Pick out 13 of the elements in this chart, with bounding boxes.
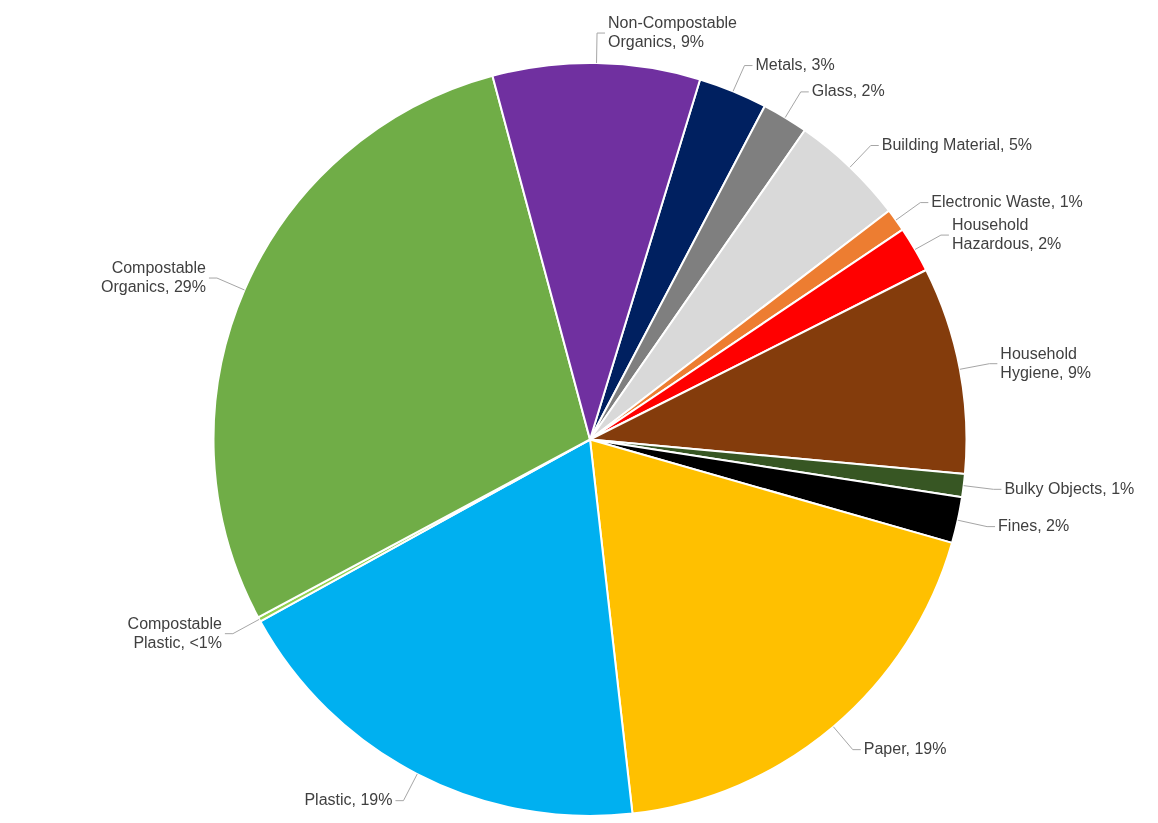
slice-label: Glass, 2%	[811, 82, 885, 100]
slice-label: Metals, 3%	[755, 55, 835, 73]
slice-label: Plastic, 19%	[304, 791, 393, 809]
slice-label: Bulky Objects, 1%	[1004, 479, 1135, 497]
slice-label: Household Hazardous, 2%	[951, 216, 1062, 252]
slice-label: Non-Compostable Organics, 9%	[608, 13, 738, 50]
slice-label: Household Hygiene, 9%	[1000, 344, 1092, 381]
slice-label: Fines, 2%	[998, 517, 1070, 535]
slice-label: Electronic Waste, 1%	[931, 193, 1083, 210]
slice-label: Compostable Plastic, <1%	[127, 614, 222, 651]
slice-label: Paper, 19%	[863, 740, 947, 758]
slice-label: Compostable Organics, 29%	[101, 258, 207, 295]
slice-label: Building Material, 5%	[881, 135, 1033, 153]
